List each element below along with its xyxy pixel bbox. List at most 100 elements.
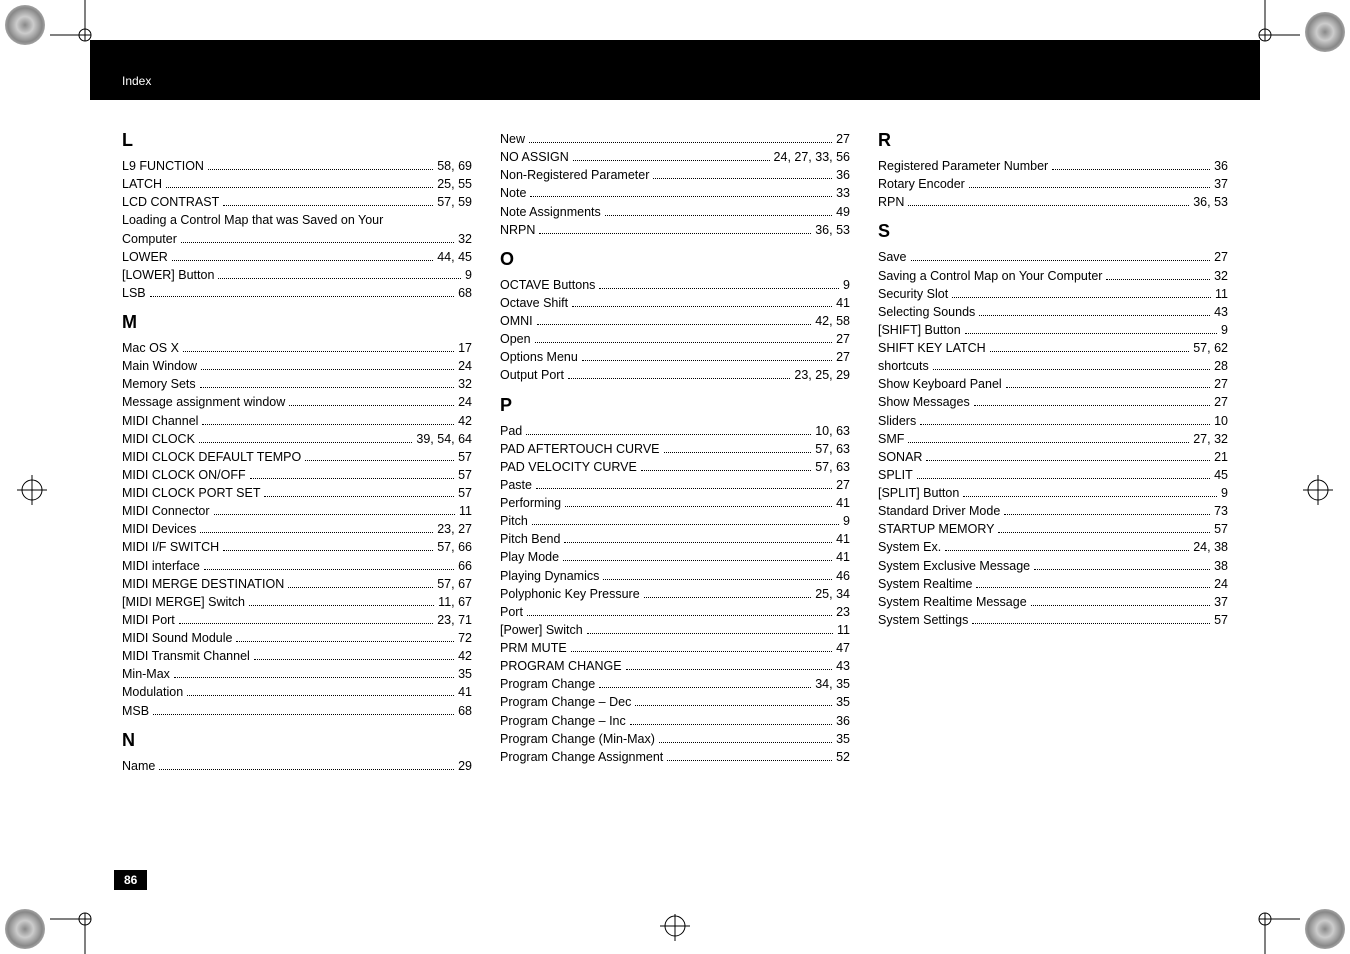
index-entry: Program Change34, 35 — [500, 675, 850, 693]
section-letter: O — [500, 249, 850, 270]
index-entry-term: L9 FUNCTION — [122, 157, 204, 175]
index-entry-pages: 11 — [1215, 285, 1228, 303]
leader-dots — [187, 695, 454, 696]
index-entry-term: [LOWER] Button — [122, 266, 214, 284]
index-entry: [LOWER] Button 9 — [122, 266, 472, 284]
index-entry-term: Mac OS X — [122, 339, 179, 357]
index-entry-term: LOWER — [122, 248, 168, 266]
leader-dots — [202, 424, 454, 425]
index-entry-term: Octave Shift — [500, 294, 568, 312]
index-entry: NRPN36, 53 — [500, 221, 850, 239]
index-entry-term: Rotary Encoder — [878, 175, 965, 193]
index-entry: MIDI CLOCK39, 54, 64 — [122, 430, 472, 448]
index-entry: MIDI Connector11 — [122, 502, 472, 520]
index-entry-pages: 57 — [458, 448, 472, 466]
index-entry-pages: 9 — [843, 512, 850, 530]
index-entry-term: PAD VELOCITY CURVE — [500, 458, 637, 476]
index-entry-pages: 27 — [1214, 375, 1228, 393]
leader-dots — [572, 306, 832, 307]
leader-dots — [200, 387, 454, 388]
index-entry-term: [SPLIT] Button — [878, 484, 959, 502]
leader-dots — [1004, 514, 1210, 515]
index-entry-pages: 73 — [1214, 502, 1228, 520]
index-entry-term: Security Slot — [878, 285, 948, 303]
index-entry-term: LSB — [122, 284, 146, 302]
index-entry-pages: 21 — [1214, 448, 1228, 466]
index-entry-pages: 36 — [836, 712, 850, 730]
index-entry-term: Show Messages — [878, 393, 970, 411]
index-column: L L9 FUNCTION58, 69LATCH25, 55LCD CONTRAS… — [122, 130, 472, 775]
index-entry-term: Open — [500, 330, 531, 348]
index-entry-pages: 11, 67 — [438, 593, 472, 611]
index-entry: Options Menu27 — [500, 348, 850, 366]
index-entry-pages: 24 — [458, 357, 472, 375]
index-entry-pages: 9 — [465, 266, 472, 284]
index-entry-pages: 57, 63 — [815, 440, 850, 458]
index-entry-pages: 32 — [1214, 267, 1228, 285]
index-entry-pages: 35 — [458, 665, 472, 683]
index-entry: System Settings57 — [878, 611, 1228, 629]
index-entry: LCD CONTRAST 57, 59 — [122, 193, 472, 211]
index-entry-term: Non-Registered Parameter — [500, 166, 649, 184]
leader-dots — [200, 532, 433, 533]
index-entry: PROGRAM CHANGE43 — [500, 657, 850, 675]
leader-dots — [952, 297, 1211, 298]
index-entry-term: MIDI Sound Module — [122, 629, 232, 647]
index-entry: System Ex.24, 38 — [878, 538, 1228, 556]
index-entry: Saving a Control Map on Your Computer32 — [878, 267, 1228, 285]
index-entry: SPLIT45 — [878, 466, 1228, 484]
index-entry-pages: 47 — [836, 639, 850, 657]
leader-dots — [599, 687, 811, 688]
leader-dots — [635, 705, 832, 706]
index-entry: Message assignment window24 — [122, 393, 472, 411]
section-letter: N — [122, 730, 472, 751]
leader-dots — [166, 187, 433, 188]
index-entry: Main Window 24 — [122, 357, 472, 375]
index-entry-term: MIDI CLOCK ON/OFF — [122, 466, 246, 484]
leader-dots — [965, 333, 1217, 334]
index-entry: Note33 — [500, 184, 850, 202]
leader-dots — [908, 442, 1189, 443]
index-entry-term: LCD CONTRAST — [122, 193, 219, 211]
leader-dots — [626, 669, 833, 670]
index-entry: LATCH25, 55 — [122, 175, 472, 193]
leader-dots — [153, 714, 454, 715]
index-entry: Min-Max35 — [122, 665, 472, 683]
index-entry-term: Note Assignments — [500, 203, 601, 221]
index-entry-pages: 41 — [836, 494, 850, 512]
leader-dots — [250, 478, 454, 479]
leader-dots — [264, 496, 454, 497]
index-entry-term: NRPN — [500, 221, 535, 239]
index-entry-term: Name — [122, 757, 155, 775]
index-entry-term: Main Window — [122, 357, 197, 375]
section-letter: M — [122, 312, 472, 333]
index-entry: MIDI CLOCK PORT SET57 — [122, 484, 472, 502]
index-entry-term: Performing — [500, 494, 561, 512]
index-entry-pages: 27 — [836, 130, 850, 148]
index-entry: Name29 — [122, 757, 472, 775]
index-entry-term: MIDI Transmit Channel — [122, 647, 250, 665]
index-entry: MIDI interface66 — [122, 557, 472, 575]
index-entry-term: MIDI CLOCK — [122, 430, 195, 448]
index-entry: Memory Sets32 — [122, 375, 472, 393]
index-entry-pages: 35 — [836, 693, 850, 711]
index-entry: Program Change Assignment52 — [500, 748, 850, 766]
index-entry-pages: 57, 59 — [437, 193, 472, 211]
leader-dots — [603, 579, 832, 580]
leader-dots — [536, 488, 832, 489]
index-entry: L9 FUNCTION58, 69 — [122, 157, 472, 175]
index-entry: Show Keyboard Panel27 — [878, 375, 1228, 393]
index-entry: Security Slot 11 — [878, 285, 1228, 303]
index-entry: Modulation41 — [122, 683, 472, 701]
section-letter: L — [122, 130, 472, 151]
page-container: Index LL9 FUNCTION58, 69LATCH25, 55LCD C… — [90, 40, 1260, 914]
index-entry-term: MIDI MERGE DESTINATION — [122, 575, 284, 593]
index-entry-pages: 41 — [836, 548, 850, 566]
index-entry-pages: 36, 53 — [1193, 193, 1228, 211]
index-entry-pages: 37 — [1214, 175, 1228, 193]
index-entry-pages: 43 — [836, 657, 850, 675]
index-entry-pages: 46 — [836, 567, 850, 585]
index-entry-term: MIDI Port — [122, 611, 175, 629]
leader-dots — [587, 633, 833, 634]
index-entry-term: Standard Driver Mode — [878, 502, 1000, 520]
